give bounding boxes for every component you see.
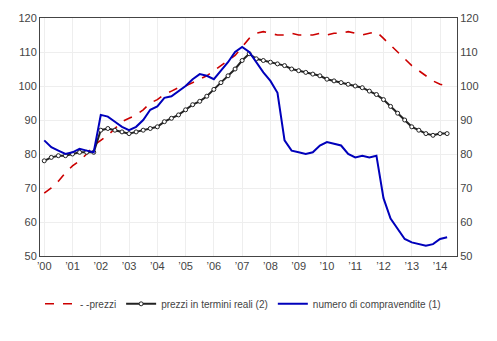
svg-text:’14: ’14 (433, 260, 448, 272)
svg-text:’04: ’04 (150, 260, 165, 272)
svg-text:70: 70 (460, 182, 472, 194)
svg-text:’13: ’13 (404, 260, 419, 272)
svg-text:’06: ’06 (207, 260, 222, 272)
svg-text:’09: ’09 (291, 260, 306, 272)
svg-text:- -prezzi: - -prezzi (80, 299, 116, 310)
svg-text:60: 60 (460, 216, 472, 228)
svg-text:90: 90 (25, 114, 37, 126)
svg-text:90: 90 (460, 114, 472, 126)
svg-text:110: 110 (19, 46, 37, 58)
svg-text:’05: ’05 (178, 260, 193, 272)
svg-text:60: 60 (25, 216, 37, 228)
svg-text:50: 50 (460, 250, 472, 262)
svg-text:120: 120 (18, 12, 36, 24)
svg-text:’02: ’02 (93, 260, 108, 272)
svg-text:’11: ’11 (348, 260, 362, 272)
svg-text:100: 100 (460, 80, 478, 92)
svg-text:80: 80 (25, 148, 37, 160)
svg-text:70: 70 (25, 182, 37, 194)
svg-text:’10: ’10 (320, 260, 335, 272)
svg-text:120: 120 (460, 12, 478, 24)
svg-text:’07: ’07 (235, 260, 250, 272)
svg-text:’12: ’12 (376, 260, 391, 272)
svg-text:prezzi in termini reali (2): prezzi in termini reali (2) (161, 299, 268, 310)
svg-text:80: 80 (460, 148, 472, 160)
svg-text:’03: ’03 (122, 260, 137, 272)
svg-text:100: 100 (18, 80, 36, 92)
svg-text:110: 110 (460, 46, 478, 58)
svg-text:’08: ’08 (263, 260, 278, 272)
svg-text:’00: ’00 (37, 260, 52, 272)
svg-text:numero di compravendite (1): numero di compravendite (1) (313, 299, 441, 310)
svg-text:50: 50 (25, 250, 37, 262)
svg-text:’01: ’01 (65, 260, 80, 272)
